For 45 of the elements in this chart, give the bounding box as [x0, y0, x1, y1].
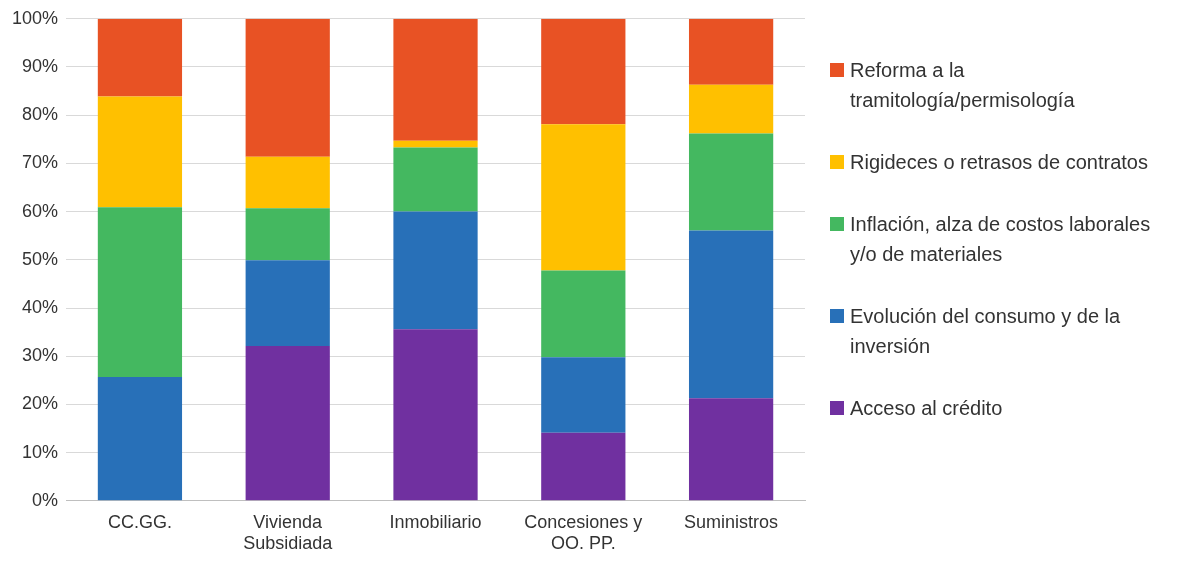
bar	[245, 156, 330, 209]
legend-label: Reforma a la tramitología/permisología	[850, 58, 1076, 113]
x-tick-label: CC.GG.	[107, 511, 172, 532]
bar	[393, 18, 478, 141]
y-tick-label: 50%	[22, 248, 59, 269]
y-tick-label: 90%	[22, 55, 59, 76]
bar	[393, 140, 478, 148]
bar	[688, 84, 774, 134]
bar	[97, 376, 183, 501]
bar	[97, 96, 183, 208]
legend-label: Rigideces o retrasos de contratos	[850, 150, 1148, 175]
legend-label: Acceso al crédito	[850, 396, 1003, 421]
bar	[393, 211, 478, 330]
legend-label: Inflación, alza de costos laborales y/o de materiales	[850, 212, 1152, 267]
x-tick-label: Vivienda Subsidiada	[243, 511, 334, 554]
y-tick-label: 70%	[22, 152, 59, 173]
bar	[541, 270, 626, 358]
bar	[393, 147, 478, 212]
y-tick-label: 40%	[22, 296, 59, 317]
y-tick-label: 30%	[22, 345, 59, 366]
bar	[688, 398, 774, 501]
bar	[541, 18, 626, 125]
bar	[245, 18, 330, 157]
bar	[393, 329, 478, 501]
y-tick-label: 20%	[22, 393, 59, 414]
bar	[688, 18, 774, 85]
bar	[97, 207, 183, 377]
y-tick-label: 80%	[22, 104, 59, 125]
bar	[245, 208, 330, 261]
bar	[541, 432, 626, 501]
bar	[541, 124, 626, 271]
y-tick-label: 10%	[22, 441, 59, 462]
bar	[688, 133, 774, 231]
x-tick-label: Inmobiliario	[389, 511, 482, 532]
y-tick-label: 60%	[22, 200, 59, 221]
bar	[97, 18, 183, 97]
x-tick-label: Concesiones y OO. PP.	[524, 511, 643, 554]
bar	[541, 357, 626, 433]
bar	[688, 230, 774, 399]
bar	[245, 346, 330, 501]
bar	[245, 260, 330, 347]
legend-label: Evolución del consumo y de la inversión	[850, 304, 1122, 359]
y-tick-label: 100%	[11, 7, 59, 28]
y-tick-label: 0%	[32, 489, 59, 510]
x-tick-label: Suministros	[684, 511, 779, 532]
